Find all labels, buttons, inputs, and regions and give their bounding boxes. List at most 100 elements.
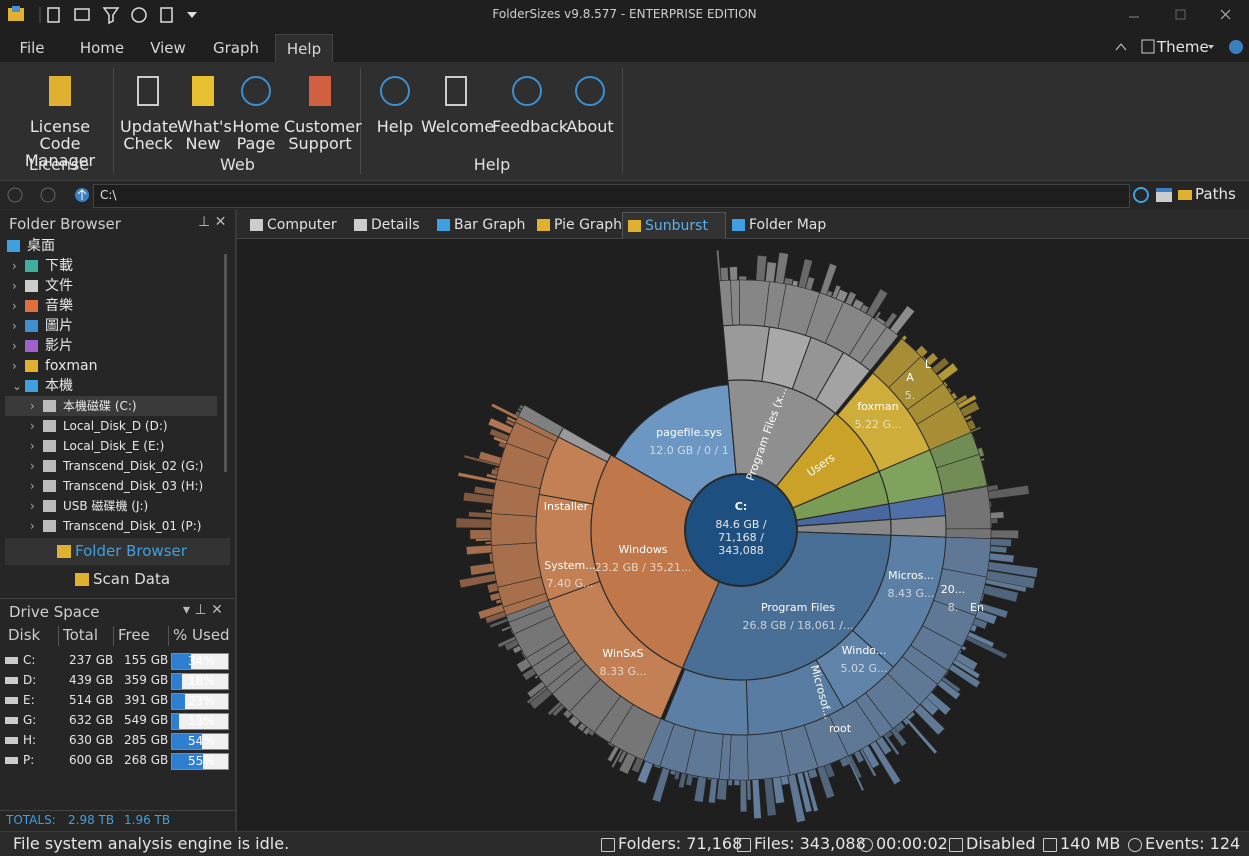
menu-tab[interactable]: File [5,34,59,62]
expander[interactable]: › [30,396,35,416]
expander[interactable]: › [30,496,35,516]
segment-detail: 8. [948,601,959,614]
tree-item[interactable]: foxman [45,356,97,376]
ribbon-button[interactable]: Help [375,118,415,135]
sunburst-spike [747,780,751,800]
drive-free: 549 GB [124,710,168,730]
tree-item[interactable]: 文件 [45,276,73,296]
panel-tab[interactable]: Scan Data [5,566,230,593]
segment-name: Installer [544,500,589,513]
expander[interactable]: › [12,256,17,276]
tree-item[interactable]: 影片 [45,336,73,356]
menu-icons[interactable] [1112,38,1247,56]
ribbon-button[interactable]: Update Check [120,118,176,152]
center-name: C: [735,500,747,513]
view-tab[interactable]: Pie Graph [532,212,632,238]
tree-item[interactable]: 音樂 [45,296,73,316]
tree-item[interactable]: 圖片 [45,316,73,336]
expander[interactable]: › [30,416,35,436]
view-tab-label: Pie Graph [554,212,622,238]
drive-icon [5,717,18,724]
ribbon-button[interactable]: What's New [177,118,229,152]
expander[interactable]: › [30,516,35,536]
tree-item[interactable]: Local_Disk_E (E:) [63,436,164,456]
tree-item[interactable]: 本機 [45,376,73,396]
expander[interactable]: › [12,336,17,356]
view-tab[interactable]: Sunburst [622,212,726,239]
view-tab[interactable]: Folder Map [727,212,837,238]
nav-buttons[interactable] [6,186,96,204]
sunburst-spike [717,250,721,281]
view-tab[interactable]: Bar Graph [432,212,532,238]
path-box[interactable]: C:\ [93,184,1130,208]
tree-item[interactable]: Local_Disk_D (D:) [63,416,168,436]
view-tab[interactable]: Details [349,212,435,238]
menu-tab[interactable]: View [140,34,196,62]
segment-name: 20... [941,583,966,596]
paths-button[interactable]: Paths [1195,185,1236,203]
menu-tab[interactable]: Graph [204,34,268,62]
icon-shape [242,77,270,105]
view-tab[interactable]: Computer [245,212,351,238]
tree-item[interactable]: 桌面 [27,236,55,256]
address-icons[interactable] [1132,185,1176,205]
ribbon-group-label: Help [362,155,622,174]
panel-controls[interactable]: ⊥ ✕ [198,214,226,230]
ribbon-button[interactable]: License Code Manager [8,118,112,169]
expander[interactable]: ⌄ [12,376,22,396]
drive-free: 268 GB [124,750,168,770]
tree-item[interactable]: Transcend_Disk_03 (H:) [63,476,203,496]
status-bar: File system analysis engine is idle. Fol… [0,831,1249,856]
sunburst-spike [652,768,669,803]
column-header: % Used [173,626,230,644]
segment-name: WinSxS [602,647,643,660]
ribbon-button[interactable]: Home Page [231,118,281,152]
status-item: Folders: 71,168 [618,832,742,856]
segment-name: Windo... [842,644,887,657]
drive-icon [5,657,18,664]
tree-item[interactable]: Transcend_Disk_02 (G:) [63,456,203,476]
sunburst-spike [781,776,789,785]
panel-tab[interactable]: Folder Browser [5,538,230,565]
drive-total: 630 GB [69,730,113,750]
totals-total: 2.98 TB [68,813,114,827]
expander[interactable]: › [30,456,35,476]
sunburst-spike [721,268,729,281]
tree-item[interactable]: Transcend_Disk_01 (P:) [63,516,201,536]
segment-name: Program Files [761,601,835,614]
expander[interactable]: › [12,276,17,296]
menu-tab[interactable]: Home [70,34,134,62]
tree-item[interactable]: USB 磁碟機 (J:) [63,496,148,516]
panel-controls[interactable]: ▾ ⊥ ✕ [183,602,223,618]
sunburst-spike [466,545,492,554]
menu-tab[interactable]: Help [275,34,333,63]
expander[interactable]: › [12,316,17,336]
ribbon-button[interactable]: Feedback [492,118,562,135]
expander[interactable]: › [30,436,35,456]
ribbon-button[interactable]: Welcome [421,118,491,135]
column-header: Total [63,626,98,644]
ribbon-button[interactable]: Customer Support [284,118,356,152]
usage-box: 34% [171,653,229,670]
expander[interactable]: › [12,296,17,316]
title-bar: FolderSizes v9.8.577 - ENTERPRISE EDITIO… [0,0,1249,30]
sunburst-spike [458,472,496,483]
sunburst-spike [820,264,837,295]
expander[interactable]: › [30,476,35,496]
sunburst-spike [989,553,1014,562]
sunburst-spike [490,593,501,601]
tree-item[interactable]: 本機磁碟 (C:) [63,396,137,416]
usage-bar [172,714,179,729]
tree-icon [43,420,56,432]
status-item: Disabled [966,832,1036,856]
expander[interactable]: › [12,356,17,376]
drive-icon [5,737,18,744]
ribbon-button[interactable]: About [565,118,615,135]
sunburst-chart: C:84.6 GB /71,168 /343,088pagefile.sys12… [237,238,1249,831]
tree-item[interactable]: 下載 [45,256,73,276]
usage-box: 55% [171,753,229,770]
window-controls[interactable] [1115,5,1245,25]
